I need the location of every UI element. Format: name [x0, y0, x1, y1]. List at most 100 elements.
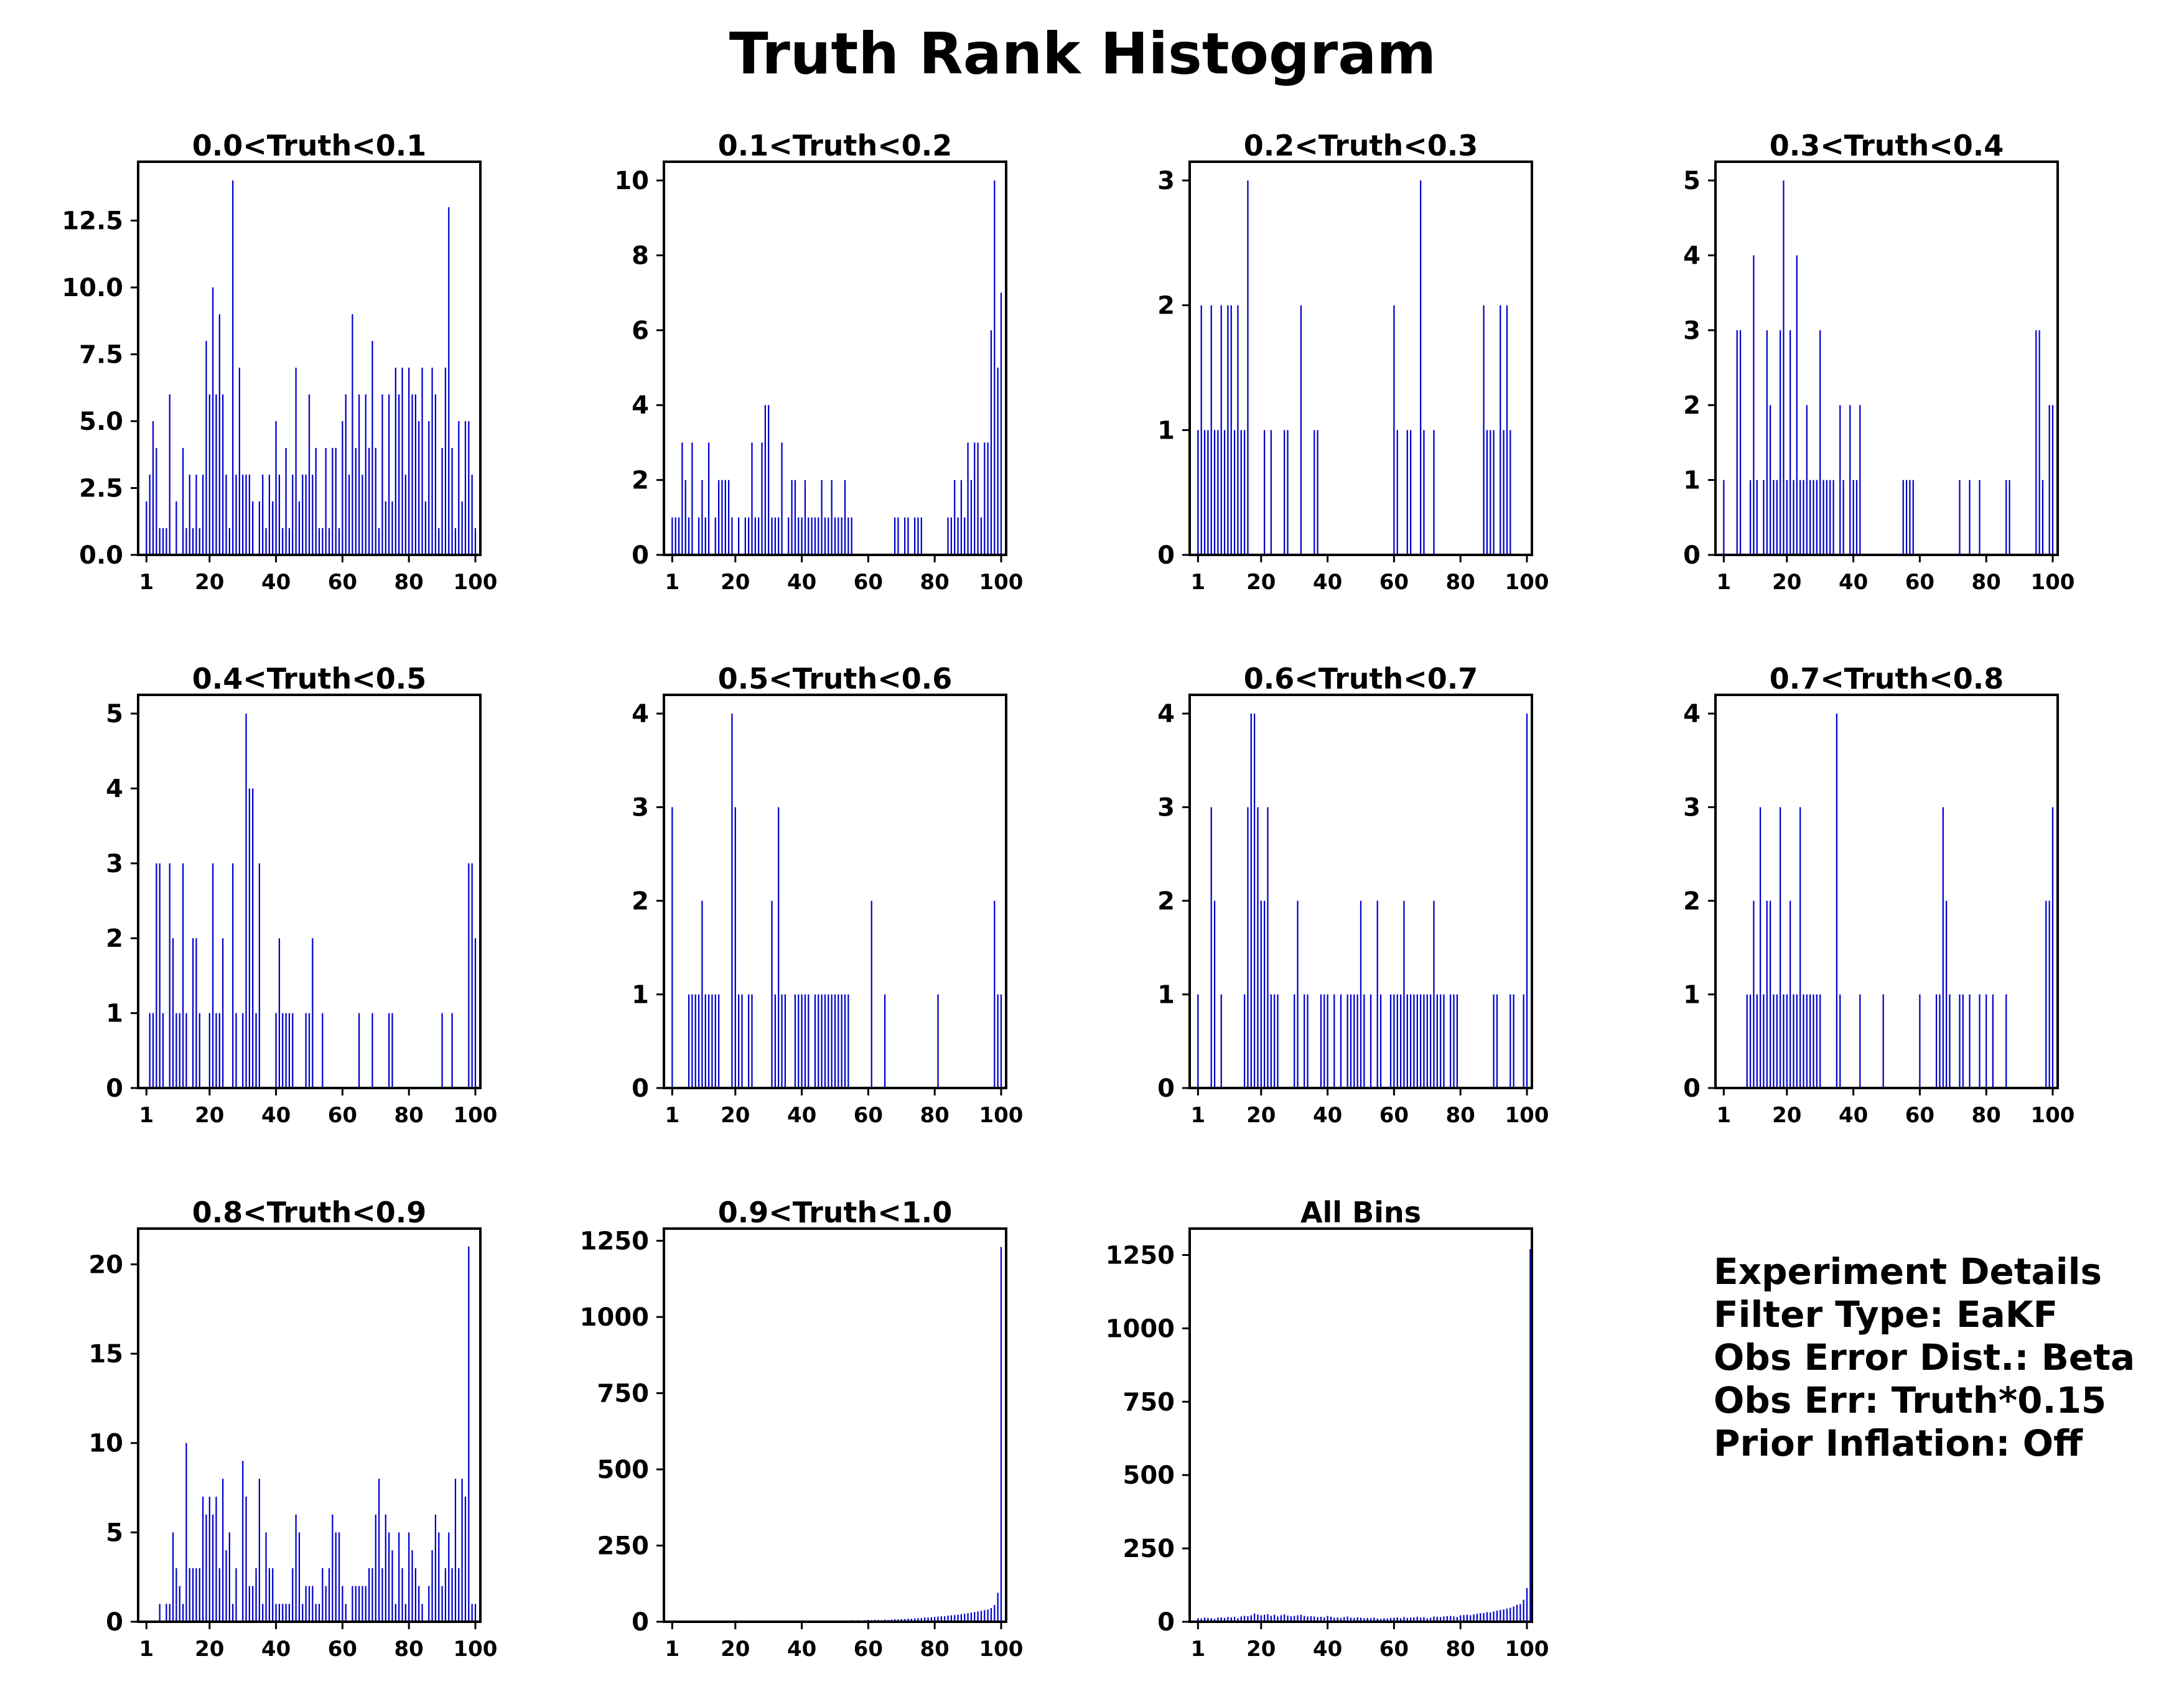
bar-rank-56: [1905, 480, 1908, 555]
bar-rank-7: [166, 1604, 167, 1622]
bar-rank-5: [159, 863, 161, 1088]
y-tick-label: 3: [1683, 317, 1701, 345]
bar-rank-53: [318, 1604, 320, 1622]
bar-rank-5: [1210, 1618, 1212, 1622]
bar-rank-98: [468, 863, 470, 1088]
y-tick-label: 4: [106, 774, 123, 803]
bar-rank-40: [275, 1604, 277, 1622]
bar-rank-62: [348, 475, 350, 555]
bar-rank-17: [198, 1013, 200, 1088]
bar-rank-29: [1816, 480, 1818, 555]
bar-rank-23: [1270, 994, 1272, 1088]
bar-rank-99: [1523, 994, 1524, 1088]
bar-rank-92: [974, 442, 976, 555]
bar-rank-57: [1909, 480, 1911, 555]
y-tick-label: 5: [106, 700, 123, 728]
x-tick-label: 40: [261, 1637, 291, 1662]
bar-rank-91: [970, 1612, 973, 1622]
bar-rank-9: [1749, 994, 1752, 1088]
bar-rank-100: [1000, 292, 1002, 555]
bar-rank-15: [717, 994, 720, 1088]
x-tick-label: 100: [1505, 1103, 1549, 1128]
bar-rank-19: [731, 517, 733, 555]
bar-rank-94: [1506, 305, 1508, 555]
x-tick-label: 60: [1379, 1103, 1409, 1128]
bar-rank-27: [1809, 480, 1811, 555]
x-tick-label: 100: [1505, 570, 1549, 595]
y-tick-label: 0: [106, 1608, 123, 1637]
bar-rank-90: [1493, 430, 1495, 555]
bar-rank-71: [904, 517, 906, 555]
x-tick-label: 80: [394, 570, 424, 595]
bar-rank-52: [1366, 1617, 1368, 1622]
bar-rank-45: [818, 994, 819, 1088]
bar-rank-6: [1213, 901, 1216, 1088]
y-tick-label: 4: [1683, 241, 1701, 270]
bar-rank-95: [984, 442, 986, 555]
axes-frame: [137, 694, 482, 1089]
bar-rank-42: [282, 528, 284, 555]
y-tick-label: 0: [1157, 1074, 1175, 1103]
bar-rank-12: [707, 994, 710, 1088]
bars: [146, 180, 477, 556]
bar-rank-26: [228, 528, 230, 555]
bar-rank-78: [927, 1617, 929, 1622]
x-tick-label: 1: [1717, 570, 1732, 595]
subplot-title: 0.1<Truth<0.2: [718, 129, 953, 162]
y-tick-label: 0.0: [79, 541, 123, 570]
bar-rank-47: [298, 501, 301, 555]
bar-rank-28: [1813, 480, 1814, 555]
bar-rank-17: [1250, 714, 1252, 1088]
bar-rank-3: [152, 421, 154, 555]
y-tick-label: 2: [1157, 887, 1175, 916]
y-tick-label: 2.5: [79, 475, 123, 503]
bar-rank-27: [1284, 430, 1286, 555]
bar-rank-25: [1803, 994, 1804, 1088]
bar-rank-79: [404, 1604, 406, 1622]
bar-rank-4: [156, 863, 157, 1088]
x-tick-label: 40: [1313, 1103, 1342, 1128]
bar-rank-46: [821, 994, 823, 1088]
bar-rank-15: [1769, 405, 1771, 555]
bar-rank-36: [788, 517, 790, 555]
bar-rank-22: [1793, 994, 1794, 1088]
x-tick-label: 20: [1772, 570, 1801, 595]
bar-rank-91: [444, 368, 447, 555]
bar-rank-95: [984, 1610, 986, 1622]
bar-rank-26: [1806, 994, 1808, 1088]
bar-rank-39: [272, 501, 274, 555]
bar-rank-40: [275, 421, 277, 555]
bar-rank-19: [205, 341, 207, 555]
y-tick-label: 20: [88, 1250, 123, 1279]
bar-rank-61: [1396, 1617, 1398, 1622]
bar-rank-72: [381, 1568, 383, 1622]
bar-rank-23: [218, 1568, 220, 1622]
bar-rank-72: [907, 517, 909, 555]
bar-rank-9: [1223, 1617, 1226, 1622]
bar-rank-82: [414, 1568, 416, 1622]
x-tick-label: 60: [328, 1637, 357, 1662]
bar-rank-33: [1304, 994, 1305, 1088]
bar-rank-21: [212, 1514, 214, 1622]
bars: [748, 1247, 1002, 1622]
y-tick-label: 4: [1157, 700, 1175, 728]
details-filter-type: Filter Type: EaKF: [1714, 1293, 2058, 1336]
bar-rank-17: [198, 1568, 200, 1622]
bar-rank-24: [1799, 807, 1801, 1088]
x-tick-label: 1: [139, 570, 154, 595]
bar-rank-79: [404, 475, 406, 555]
bar-rank-6: [1739, 330, 1742, 555]
bar-rank-19: [731, 714, 733, 1088]
y-tick-label: 6: [632, 317, 649, 345]
bar-rank-62: [1399, 1618, 1402, 1622]
bar-rank-79: [1456, 1617, 1458, 1622]
bar-rank-37: [1317, 1617, 1318, 1622]
bar-rank-98: [468, 421, 470, 555]
bar-rank-24: [1274, 1614, 1276, 1622]
bar-rank-95: [1510, 1607, 1511, 1622]
bar-rank-59: [1389, 994, 1392, 1088]
y-tick-label: 0: [1683, 541, 1701, 570]
bar-rank-5: [1210, 807, 1212, 1088]
bar-rank-5: [1736, 330, 1738, 555]
axes-frame: [663, 694, 1007, 1089]
